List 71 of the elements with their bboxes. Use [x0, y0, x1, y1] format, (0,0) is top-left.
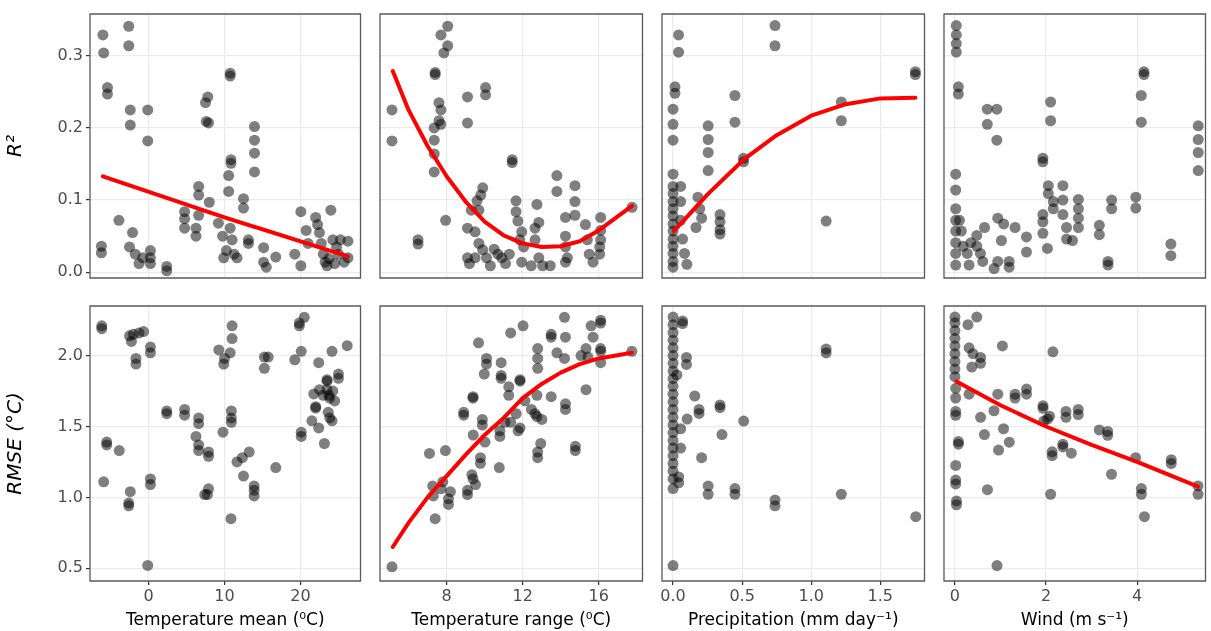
x-tick-label: 0 — [949, 585, 961, 605]
point — [673, 477, 685, 489]
x-tick-label: 20 — [290, 585, 311, 605]
point — [690, 222, 702, 234]
point — [671, 369, 683, 381]
point — [769, 40, 781, 52]
x-tick-label: 12 — [512, 585, 533, 605]
point — [702, 120, 714, 132]
point — [738, 415, 750, 427]
point — [679, 247, 691, 259]
point — [667, 261, 679, 273]
point — [667, 168, 679, 180]
y-tick-label: 0.1 — [57, 189, 83, 209]
point — [675, 442, 687, 454]
y-axis-title: R² — [2, 135, 27, 157]
point — [669, 87, 681, 99]
point — [769, 20, 781, 32]
point — [667, 118, 679, 130]
point — [681, 258, 693, 270]
y-tick-label: 0.2 — [57, 117, 83, 137]
point — [729, 116, 741, 128]
point — [716, 429, 728, 441]
x-tick-label: 2 — [1040, 585, 1052, 605]
point — [702, 165, 714, 177]
point — [667, 103, 679, 115]
point — [681, 413, 693, 425]
y-tick-label: 0.5 — [57, 557, 83, 577]
y-tick-label: 0.3 — [57, 44, 83, 64]
point — [729, 488, 741, 500]
point — [696, 452, 708, 464]
point — [675, 196, 687, 208]
point — [673, 29, 685, 41]
x-tick-label: 10 — [214, 585, 235, 605]
point — [729, 90, 741, 102]
point — [769, 500, 781, 512]
point — [835, 115, 847, 127]
y-axis-title: RMSE (°C) — [2, 392, 27, 495]
y-tick-label: 0.0 — [57, 261, 83, 281]
x-tick-label: 1.5 — [867, 585, 894, 605]
x-axis-title: Temperature range (⁰C) — [410, 609, 612, 630]
point — [677, 233, 689, 245]
point — [667, 134, 679, 146]
x-axis-title: Temperature mean (⁰C) — [124, 609, 325, 630]
x-axis-title: Precipitation (mm day⁻¹) — [687, 609, 899, 630]
x-tick-label: 16 — [588, 585, 609, 605]
point — [910, 511, 922, 523]
point — [675, 423, 687, 435]
point — [693, 407, 705, 419]
y-tick-label: 1.0 — [57, 486, 83, 506]
x-tick-label: 0 — [143, 585, 154, 605]
x-tick-label: 8 — [441, 585, 452, 605]
point — [835, 488, 847, 500]
point — [673, 46, 685, 58]
point — [702, 488, 714, 500]
x-axis-title: Wind (m s⁻¹) — [1020, 609, 1129, 630]
x-tick-label: 1.0 — [798, 585, 824, 605]
point — [702, 146, 714, 158]
y-tick-label: 1.5 — [57, 415, 83, 435]
point — [702, 134, 714, 146]
point — [689, 390, 701, 402]
x-tick-label: 4 — [1132, 585, 1143, 605]
point — [820, 215, 832, 227]
x-tick-label: 0.5 — [729, 585, 755, 605]
point — [820, 347, 832, 359]
x-tick-label: 0.0 — [660, 585, 686, 605]
point — [680, 358, 692, 370]
point — [696, 212, 708, 224]
point — [667, 560, 679, 572]
point — [714, 228, 726, 240]
point — [675, 180, 687, 192]
y-tick-label: 2.0 — [57, 344, 83, 364]
